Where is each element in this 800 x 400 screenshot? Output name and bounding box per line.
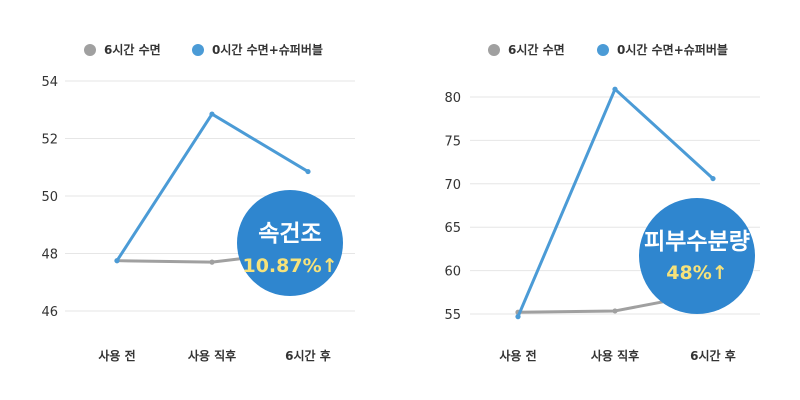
legend-label-2: 0시간 수면+슈퍼버블 [617, 42, 728, 57]
data-point [209, 111, 215, 117]
y-axis-labels: 80 75 70 65 60 55 [444, 91, 461, 323]
legend-marker-2 [597, 44, 609, 56]
highlight-badge: 속건조 10.87%↑ [237, 190, 343, 296]
highlight-badge: 피부수분량 48%↑ [639, 198, 755, 314]
x-category-label: 사용 직후 [188, 348, 236, 363]
x-category-label: 6시간 후 [285, 348, 331, 363]
y-tick-label: 60 [444, 265, 461, 280]
y-axis-labels: 54 52 50 48 46 [41, 75, 58, 320]
y-tick-label: 55 [444, 308, 461, 323]
chart-1: 54 52 50 48 46 사용 전 사용 직후 6시간 후 6시간 수면 0시간 수면+슈퍼버… [41, 42, 355, 363]
legend-label-1: 6시간 수면 [508, 42, 565, 57]
series-2 [515, 86, 716, 320]
badge-title: 피부수분량 [644, 229, 750, 255]
legend-label-1: 6시간 수면 [104, 42, 161, 57]
x-category-label: 사용 전 [499, 348, 536, 363]
data-point [515, 314, 521, 320]
legend-marker-2 [192, 44, 204, 56]
y-tick-label: 48 [41, 248, 58, 263]
badge-value: 10.87%↑ [242, 255, 337, 277]
y-tick-label: 70 [444, 178, 461, 193]
x-axis-labels: 사용 전 사용 직후 6시간 후 [499, 348, 735, 363]
data-point [209, 259, 215, 265]
y-tick-label: 80 [444, 91, 461, 106]
legend-label-2: 0시간 수면+슈퍼버블 [212, 42, 323, 57]
legend-marker-1 [84, 44, 96, 56]
data-point [114, 258, 120, 264]
badge-circle [639, 198, 755, 314]
y-tick-label: 52 [41, 133, 58, 148]
badge-value: 48%↑ [666, 262, 727, 284]
y-tick-label: 54 [41, 75, 58, 90]
data-point [305, 168, 311, 175]
legend: 6시간 수면 0시간 수면+슈퍼버블 [488, 42, 728, 57]
x-category-label: 사용 직후 [591, 348, 639, 363]
x-category-label: 6시간 후 [690, 348, 736, 363]
badge-circle [237, 190, 343, 296]
chart-2: 80 75 70 65 60 55 사용 전 사용 직후 6시간 후 6시간 수면 0시간 수면+슈… [444, 42, 760, 363]
x-category-label: 사용 전 [98, 348, 135, 363]
y-tick-label: 50 [41, 190, 58, 205]
data-point [612, 308, 618, 314]
data-point [710, 175, 716, 182]
y-tick-label: 65 [444, 221, 461, 236]
legend-marker-1 [488, 44, 500, 56]
badge-title: 속건조 [258, 221, 321, 247]
y-tick-label: 75 [444, 134, 461, 149]
y-tick-label: 46 [41, 305, 58, 320]
legend: 6시간 수면 0시간 수면+슈퍼버블 [84, 42, 323, 57]
series-2 [114, 111, 311, 264]
data-point [612, 86, 618, 92]
x-axis-labels: 사용 전 사용 직후 6시간 후 [98, 348, 330, 363]
